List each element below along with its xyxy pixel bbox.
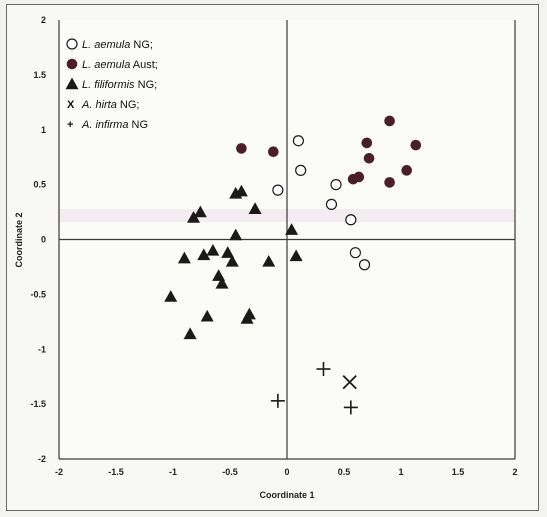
legend-marker-1 bbox=[66, 58, 78, 70]
data-point-series-2 bbox=[177, 251, 191, 264]
data-point-series-2 bbox=[262, 254, 276, 267]
x-tick-label: -1.5 bbox=[108, 467, 124, 477]
x-tick-label: 1.5 bbox=[452, 467, 465, 477]
data-point-series-0 bbox=[272, 184, 284, 196]
data-point-series-3-stroke bbox=[342, 375, 357, 390]
y-tick-label: -1.5 bbox=[30, 399, 46, 409]
data-point-series-2 bbox=[225, 254, 239, 267]
data-point-series-1 bbox=[236, 143, 247, 154]
data-point-series-0 bbox=[325, 198, 338, 210]
x-tick-label: -2 bbox=[55, 467, 63, 477]
data-point-series-2 bbox=[206, 243, 220, 256]
axes-layer: -2 -1.5 -1 -0.5 0 0.5 1 1.5 2 2 1.5 1 0.5 0 -0.5 -1 -1.5… bbox=[30, 15, 517, 477]
data-point-series-2 bbox=[229, 228, 243, 241]
data-point-series-2 bbox=[248, 202, 262, 214]
data-point-series-0 bbox=[295, 164, 307, 176]
x-tick-label: -1 bbox=[169, 467, 177, 477]
data-point-series-2 bbox=[289, 249, 303, 262]
data-point-series-2 bbox=[193, 205, 207, 218]
data-point-series-0 bbox=[292, 135, 304, 147]
legend-marker-4: + bbox=[67, 119, 73, 131]
data-point-series-1 bbox=[401, 165, 413, 176]
data-point-series-0 bbox=[358, 259, 371, 271]
data-point-series-2 bbox=[215, 276, 229, 289]
x-tick-label: 1 bbox=[398, 467, 403, 477]
y-tick-label: -1 bbox=[38, 344, 46, 354]
legend-marker-0 bbox=[66, 38, 78, 50]
data-point-series-1 bbox=[384, 115, 395, 127]
x-tick-label: 2 bbox=[512, 467, 517, 477]
y-tick-label: 0 bbox=[41, 235, 46, 245]
data-point-series-2 bbox=[242, 307, 256, 320]
data-point-series-2 bbox=[183, 327, 197, 340]
data-point-series-1 bbox=[361, 137, 373, 149]
data-point-series-1 bbox=[268, 146, 279, 157]
data-point-series-2 bbox=[234, 184, 248, 197]
data-point-series-1 bbox=[384, 177, 395, 188]
data-point-series-2 bbox=[221, 246, 235, 258]
x-tick-label: -0.5 bbox=[222, 467, 238, 477]
data-point-series-4 bbox=[343, 400, 358, 415]
data-point-series-2 bbox=[187, 211, 201, 223]
x-tick-label: 0.5 bbox=[338, 467, 351, 477]
y-tick-label: 2 bbox=[41, 15, 46, 25]
y-tick-label: 0.5 bbox=[33, 180, 46, 190]
legend-label-3: A. hirta NG; bbox=[81, 99, 139, 111]
x-tick-label: 0 bbox=[284, 467, 289, 477]
points-layer bbox=[164, 115, 422, 415]
legend-label-1: L. aemula Aust; bbox=[82, 59, 158, 71]
data-point-series-2 bbox=[200, 309, 214, 322]
data-point-series-4 bbox=[270, 393, 285, 408]
data-point-series-2 bbox=[285, 223, 299, 235]
legend-marker-2 bbox=[65, 77, 79, 90]
data-point-series-1 bbox=[363, 152, 375, 164]
data-point-series-4 bbox=[316, 362, 331, 377]
data-point-series-2 bbox=[197, 248, 211, 261]
legend-label-0: L. aemula NG; bbox=[82, 39, 153, 51]
x-axis-label: Coordinate 1 bbox=[259, 490, 314, 500]
y-axis-label: Coordinate 2 bbox=[14, 212, 24, 267]
data-point-series-0 bbox=[330, 179, 342, 191]
legend-label-4: A. infirma NG bbox=[81, 119, 148, 131]
y-tick-label: -2 bbox=[38, 454, 46, 464]
data-point-series-2 bbox=[164, 290, 178, 302]
data-point-series-1 bbox=[353, 171, 365, 183]
data-point-series-3 bbox=[342, 375, 357, 390]
data-point-series-1 bbox=[410, 139, 422, 151]
y-tick-label: -0.5 bbox=[30, 289, 46, 299]
y-tick-label: 1.5 bbox=[33, 70, 46, 80]
legend: L. aemula NG; L. aemula Aust; L. filiformi… bbox=[65, 38, 158, 131]
legend-label-2: L. filiformis NG; bbox=[82, 79, 157, 91]
y-tick-label: 1 bbox=[41, 125, 46, 135]
data-point-series-0 bbox=[349, 247, 361, 259]
data-point-series-0 bbox=[345, 214, 357, 226]
legend-marker-3: X bbox=[67, 99, 75, 111]
